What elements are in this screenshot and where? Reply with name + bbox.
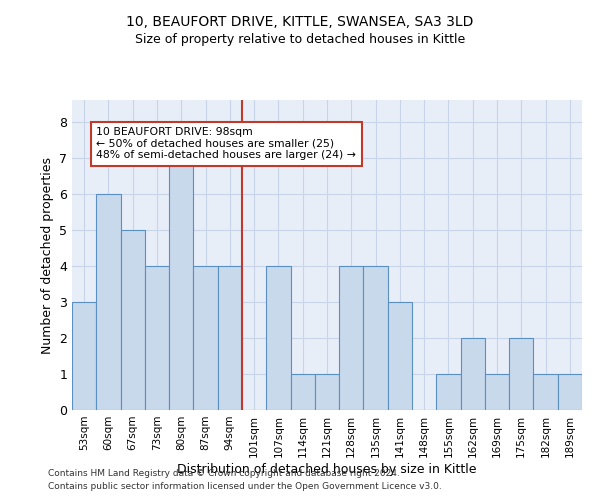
Bar [145, 266, 169, 410]
Bar [461, 338, 485, 410]
Bar [290, 374, 315, 410]
Bar [388, 302, 412, 410]
Bar [364, 266, 388, 410]
Bar [558, 374, 582, 410]
Bar [96, 194, 121, 410]
Text: 10, BEAUFORT DRIVE, KITTLE, SWANSEA, SA3 3LD: 10, BEAUFORT DRIVE, KITTLE, SWANSEA, SA3… [127, 15, 473, 29]
Text: Contains public sector information licensed under the Open Government Licence v3: Contains public sector information licen… [48, 482, 442, 491]
Bar [339, 266, 364, 410]
Text: 10 BEAUFORT DRIVE: 98sqm
← 50% of detached houses are smaller (25)
48% of semi-d: 10 BEAUFORT DRIVE: 98sqm ← 50% of detach… [96, 127, 356, 160]
Bar [509, 338, 533, 410]
Text: Size of property relative to detached houses in Kittle: Size of property relative to detached ho… [135, 32, 465, 46]
Text: Contains HM Land Registry data © Crown copyright and database right 2024.: Contains HM Land Registry data © Crown c… [48, 468, 400, 477]
Bar [266, 266, 290, 410]
Bar [193, 266, 218, 410]
Bar [218, 266, 242, 410]
Bar [121, 230, 145, 410]
Bar [485, 374, 509, 410]
Bar [72, 302, 96, 410]
Bar [315, 374, 339, 410]
X-axis label: Distribution of detached houses by size in Kittle: Distribution of detached houses by size … [177, 462, 477, 475]
Bar [533, 374, 558, 410]
Bar [436, 374, 461, 410]
Y-axis label: Number of detached properties: Number of detached properties [41, 156, 53, 354]
Bar [169, 158, 193, 410]
